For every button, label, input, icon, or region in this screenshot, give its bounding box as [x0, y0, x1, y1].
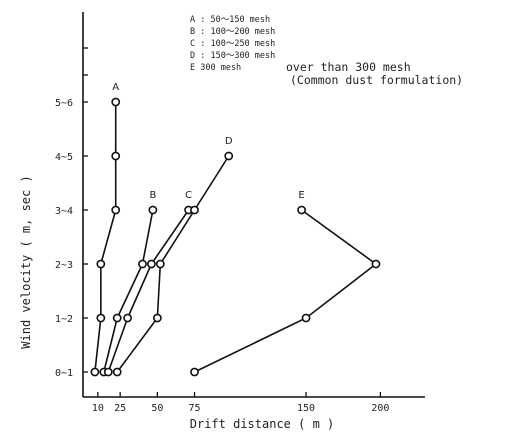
series-line-A [94, 102, 117, 373]
series-label-C: C [185, 190, 192, 201]
data-point-B [138, 259, 147, 269]
series-tags: A B C D E [112, 82, 304, 201]
y-tick-label: 5~6 [55, 98, 73, 109]
y-tick-label: 4~5 [55, 152, 73, 163]
x-tick-label: 75 [188, 403, 200, 414]
axes [82, 12, 425, 398]
x-tick-label: 200 [371, 403, 389, 414]
y-tick-label: 2~3 [55, 260, 73, 271]
data-point-E [190, 367, 199, 377]
data-point-A [96, 259, 106, 269]
data-point-B [112, 313, 122, 323]
y-axis-label: Wind velocity ( m, sec ) [19, 175, 33, 348]
data-point-C [146, 259, 156, 269]
series-lines [94, 102, 378, 373]
legend-entry-extra2: (Common dust formulation) [290, 73, 463, 87]
y-tick-label: 3~4 [55, 206, 73, 217]
data-point-A [111, 97, 121, 107]
legend-entry-B: B : 100～200 mesh [190, 27, 275, 37]
data-point-E [371, 259, 381, 269]
series-points [90, 97, 381, 377]
data-point-E [301, 313, 311, 323]
data-point-C [103, 367, 113, 377]
y-tick-label: 1~2 [55, 314, 73, 325]
data-point-D [224, 151, 234, 161]
data-point-E [297, 205, 306, 215]
legend-entry-D: D : 150～300 mesh [190, 51, 275, 61]
axis-ticks: 0~1 1~2 2~3 3~4 4~5 5~6 10 25 50 75 150 200 [55, 47, 389, 414]
data-point-C [123, 313, 133, 323]
x-tick-label: 10 [92, 403, 104, 414]
data-point-D [155, 259, 165, 269]
data-point-D [190, 205, 199, 215]
legend-entry-E: E 300 mesh [190, 63, 241, 73]
x-tick-label: 25 [114, 403, 126, 414]
x-tick-label: 150 [297, 403, 315, 414]
series-line-B [103, 209, 154, 373]
series-label-A: A [112, 82, 119, 93]
series-label-B: B [149, 190, 156, 201]
data-point-A [90, 367, 100, 377]
series-label-D: D [225, 136, 233, 147]
legend-entry-extra: over than 300 mesh [286, 60, 411, 74]
data-point-D [112, 367, 122, 377]
data-point-A [111, 205, 121, 215]
data-point-B [148, 205, 158, 215]
x-axis-label: Drift distance ( m ) [190, 417, 335, 431]
series-label-E: E [298, 190, 304, 201]
legend: A : 50～150 mesh B : 100～200 mesh C : 100～2… [190, 15, 463, 87]
x-tick-label: 50 [151, 403, 163, 414]
y-tick-label: 0~1 [55, 368, 73, 379]
legend-entry-A: A : 50～150 mesh [190, 15, 270, 25]
legend-entry-C: C : 100～250 mesh [190, 39, 275, 49]
series-line-D [116, 155, 230, 373]
series-line-E [194, 209, 378, 373]
data-point-D [152, 313, 162, 323]
data-point-A [111, 151, 121, 161]
series-line-C [107, 209, 190, 373]
data-point-A [96, 313, 106, 323]
